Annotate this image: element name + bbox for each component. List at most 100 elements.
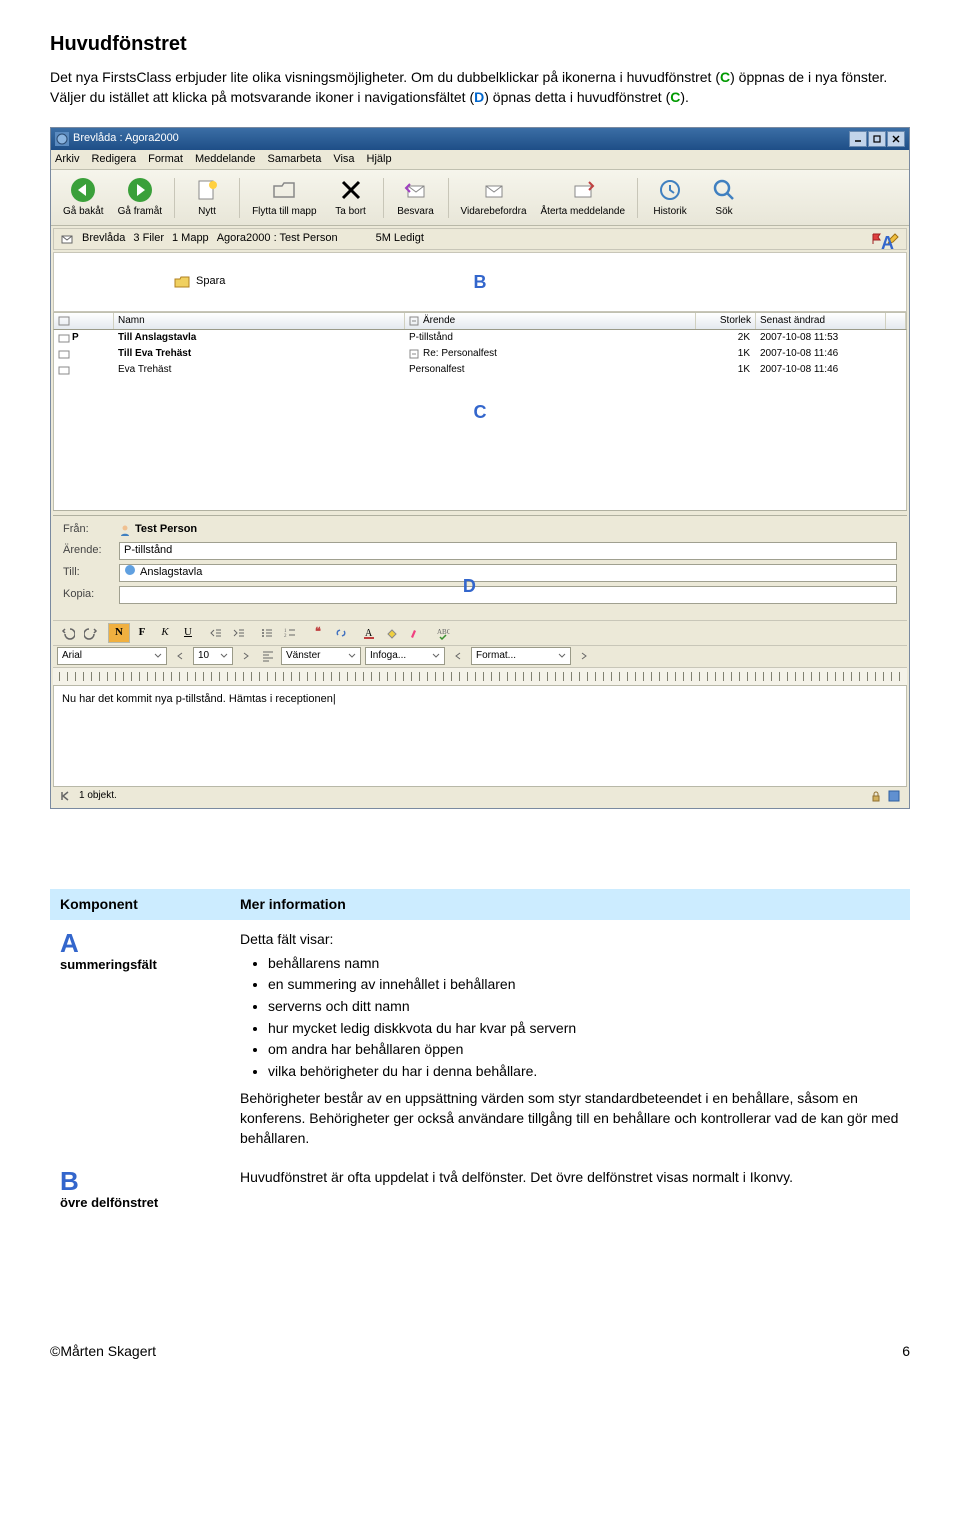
svg-text:ABC: ABC xyxy=(437,628,450,636)
label: Gå framåt xyxy=(118,205,162,219)
redo-button[interactable] xyxy=(80,623,102,643)
menu-samarbeta[interactable]: Samarbeta xyxy=(268,152,322,167)
col-size[interactable]: Storlek xyxy=(696,313,756,329)
marker-button[interactable] xyxy=(404,623,426,643)
nav-first-icon[interactable] xyxy=(59,789,73,803)
firstclass-window: Brevlåda : Agora2000 Arkiv Redigera Form… xyxy=(50,127,910,808)
row-b-sub: övre delfönstret xyxy=(60,1194,220,1212)
delete-button[interactable]: Ta bort xyxy=(325,174,377,221)
menu-visa[interactable]: Visa xyxy=(333,152,354,167)
forward-button[interactable]: Gå framåt xyxy=(112,174,168,221)
table-row[interactable]: Till Eva Trehäst Re: Personalfest 1K 200… xyxy=(54,346,906,362)
subject-field[interactable]: P-tillstånd xyxy=(119,542,897,560)
maximize-button[interactable] xyxy=(868,131,886,147)
format-toolbar: N F K U 12 ❝ A ABC xyxy=(53,620,907,646)
format-prev-button[interactable] xyxy=(449,647,467,665)
size: 1K xyxy=(696,363,756,377)
forward-mail-button[interactable]: Vidarebefordra xyxy=(455,174,533,221)
close-button[interactable] xyxy=(887,131,905,147)
quote-button[interactable]: ❝ xyxy=(307,623,329,643)
compose-body[interactable]: Nu har det kommit nya p-tillstånd. Hämta… xyxy=(53,686,907,786)
table-row[interactable]: Eva Trehäst Personalfest 1K 2007-10-08 1… xyxy=(54,362,906,378)
list-header: Namn Ärende Storlek Senast ändrad xyxy=(53,312,907,330)
svg-text:2: 2 xyxy=(284,634,287,639)
letter-a: A xyxy=(60,930,220,956)
size-select[interactable]: 10 xyxy=(193,647,233,665)
tail: Behörigheter består av en uppsättning vä… xyxy=(240,1089,900,1148)
cc-field[interactable] xyxy=(119,586,897,604)
text: ). xyxy=(680,89,689,105)
summary-folders: 1 Mapp xyxy=(172,231,209,246)
label: Sök xyxy=(715,205,732,219)
bullet-button[interactable] xyxy=(256,623,278,643)
menu-arkiv[interactable]: Arkiv xyxy=(55,152,79,167)
folder-item[interactable]: Spara xyxy=(174,274,225,289)
minimize-button[interactable] xyxy=(849,131,867,147)
search-button[interactable]: Sök xyxy=(698,174,750,221)
size: 1K xyxy=(696,347,756,361)
ruler[interactable] xyxy=(53,668,907,686)
compose-header: Från: Test Person Ärende: P-tillstånd Ti… xyxy=(53,516,907,613)
new-button[interactable]: Nytt xyxy=(181,174,233,221)
cc-label: Kopia: xyxy=(63,587,113,602)
c-ref: C xyxy=(720,69,730,85)
back-button[interactable]: Gå bakåt xyxy=(57,174,110,221)
link-button[interactable] xyxy=(330,623,352,643)
col-subject[interactable]: Ärende xyxy=(405,313,696,329)
header-info: Mer information xyxy=(230,889,910,921)
font-larger-button[interactable] xyxy=(237,647,255,665)
reply-button[interactable]: Besvara xyxy=(390,174,442,221)
insert-select[interactable]: Infoga... xyxy=(365,647,445,665)
format-next-button[interactable] xyxy=(575,647,593,665)
view-icon[interactable] xyxy=(887,789,901,803)
retract-button[interactable]: Återta meddelande xyxy=(535,174,632,221)
subject: Re: Personalfest xyxy=(423,347,497,361)
format-select[interactable]: Format... xyxy=(471,647,571,665)
underline-button[interactable]: U xyxy=(177,623,199,643)
font-toolbar: Arial 10 Vänster Infoga... Format... xyxy=(53,646,907,668)
summary-server: Agora2000 : Test Person xyxy=(217,231,338,246)
font-smaller-button[interactable] xyxy=(171,647,189,665)
summary-free: 5M Ledigt xyxy=(376,231,424,246)
col-flags[interactable] xyxy=(54,313,114,329)
menu-meddelande[interactable]: Meddelande xyxy=(195,152,256,167)
menu-hjalp[interactable]: Hjälp xyxy=(367,152,392,167)
normal-button[interactable]: N xyxy=(108,623,130,643)
value: P-tillstånd xyxy=(124,543,172,558)
back-icon xyxy=(69,176,97,204)
value: Infoga... xyxy=(370,649,406,663)
table-row[interactable]: P Till Anslagstavla P-tillstånd 2K 2007-… xyxy=(54,330,906,346)
date: 2007-10-08 11:46 xyxy=(756,347,886,361)
align-left-button[interactable] xyxy=(259,647,277,665)
marker-c: C xyxy=(474,400,487,425)
align-select[interactable]: Vänster xyxy=(281,647,361,665)
subject: P-tillstånd xyxy=(409,331,453,345)
bold-button[interactable]: F xyxy=(131,623,153,643)
move-button[interactable]: Flytta till mapp xyxy=(246,174,322,221)
to-field[interactable]: Anslagstavla xyxy=(119,564,897,582)
indent-button[interactable] xyxy=(228,623,250,643)
marker-b: B xyxy=(474,270,487,295)
value: Anslagstavla xyxy=(140,565,202,580)
col-date[interactable]: Senast ändrad xyxy=(756,313,886,329)
value: Vänster xyxy=(286,649,320,663)
label: Besvara xyxy=(397,205,434,219)
menu-format[interactable]: Format xyxy=(148,152,183,167)
conference-icon xyxy=(124,564,136,581)
italic-button[interactable]: K xyxy=(154,623,176,643)
col-name[interactable]: Namn xyxy=(114,313,405,329)
reply-icon xyxy=(402,176,430,204)
undo-button[interactable] xyxy=(57,623,79,643)
menu-redigera[interactable]: Redigera xyxy=(91,152,136,167)
outdent-button[interactable] xyxy=(205,623,227,643)
to-label: Till: xyxy=(63,565,113,580)
font-select[interactable]: Arial xyxy=(57,647,167,665)
number-button[interactable]: 12 xyxy=(279,623,301,643)
forward-mail-icon xyxy=(480,176,508,204)
text-color-button[interactable]: A xyxy=(358,623,380,643)
bg-color-button[interactable] xyxy=(381,623,403,643)
subject: Personalfest xyxy=(409,363,465,377)
search-icon xyxy=(710,176,738,204)
history-button[interactable]: Historik xyxy=(644,174,696,221)
spellcheck-button[interactable]: ABC xyxy=(432,623,454,643)
